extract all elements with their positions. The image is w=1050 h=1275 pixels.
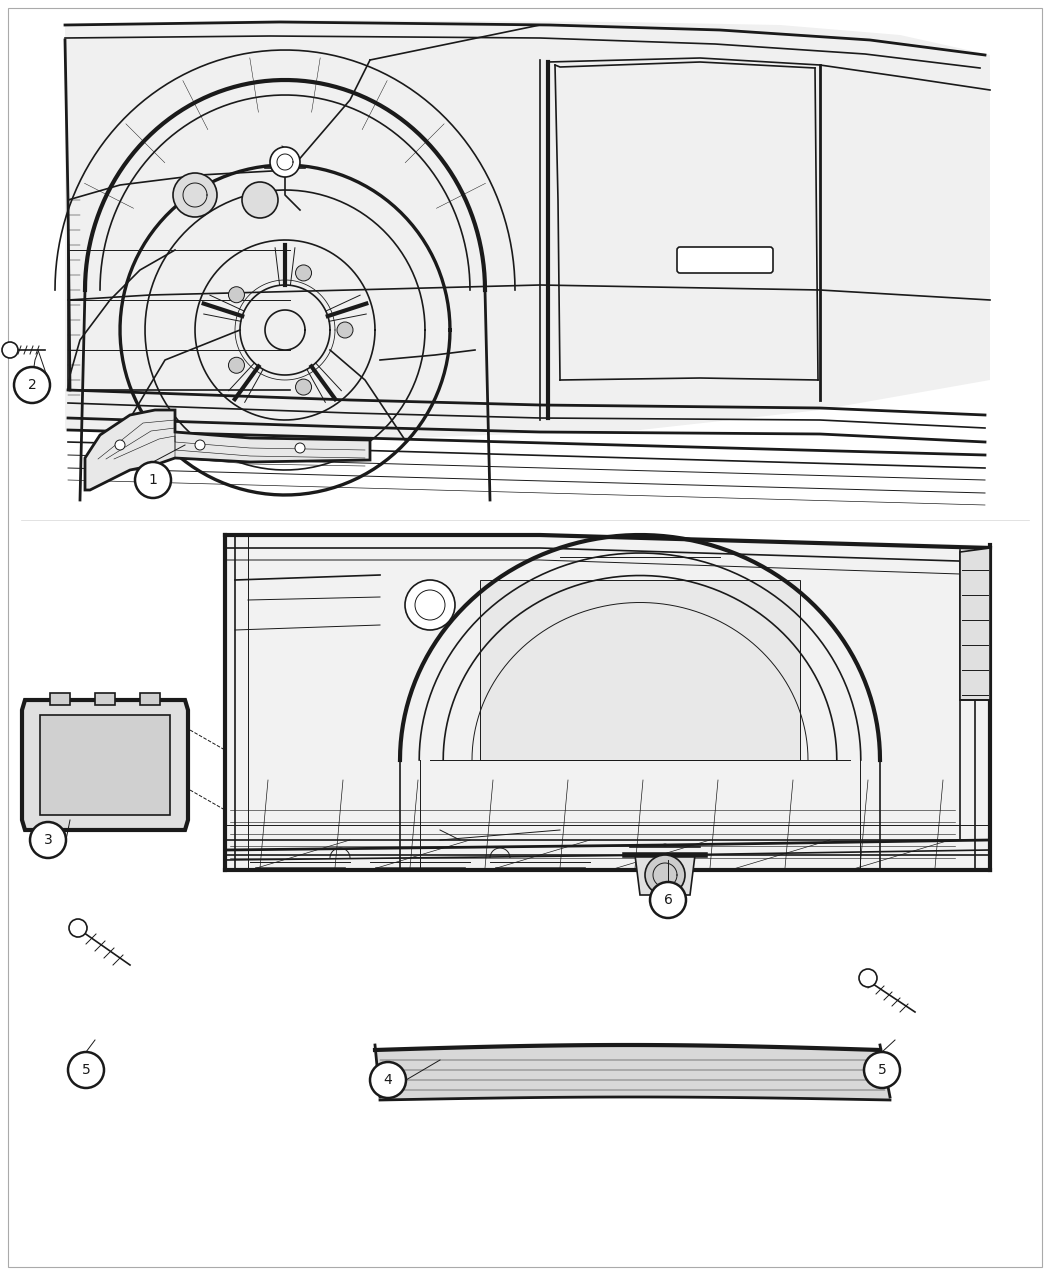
Polygon shape: [375, 1046, 890, 1100]
Circle shape: [270, 147, 300, 177]
FancyBboxPatch shape: [480, 580, 800, 760]
Circle shape: [337, 323, 353, 338]
Circle shape: [229, 357, 245, 374]
Text: 2: 2: [27, 377, 37, 391]
Circle shape: [173, 173, 217, 217]
Polygon shape: [65, 20, 990, 442]
Polygon shape: [22, 700, 188, 830]
Circle shape: [242, 182, 278, 218]
Circle shape: [195, 440, 205, 450]
FancyBboxPatch shape: [140, 694, 160, 705]
Polygon shape: [960, 548, 990, 700]
Circle shape: [295, 442, 304, 453]
Polygon shape: [635, 856, 695, 895]
Polygon shape: [85, 411, 370, 490]
Polygon shape: [40, 715, 170, 815]
Circle shape: [30, 822, 66, 858]
Text: 3: 3: [44, 833, 52, 847]
FancyBboxPatch shape: [677, 247, 773, 273]
Text: 5: 5: [82, 1063, 90, 1077]
Polygon shape: [225, 536, 990, 870]
Text: 1: 1: [148, 473, 158, 487]
Circle shape: [415, 590, 445, 620]
Circle shape: [370, 1062, 406, 1098]
Circle shape: [295, 265, 312, 280]
Text: 6: 6: [664, 892, 672, 907]
Circle shape: [135, 462, 171, 499]
Circle shape: [229, 287, 245, 302]
FancyBboxPatch shape: [50, 694, 70, 705]
Circle shape: [69, 919, 87, 937]
Circle shape: [68, 1052, 104, 1088]
Circle shape: [645, 856, 685, 895]
Circle shape: [2, 342, 18, 358]
Circle shape: [859, 969, 877, 987]
Circle shape: [116, 440, 125, 450]
Circle shape: [405, 580, 455, 630]
Circle shape: [650, 882, 686, 918]
Text: 5: 5: [878, 1063, 886, 1077]
Text: 4: 4: [383, 1074, 393, 1088]
Circle shape: [295, 379, 312, 395]
Circle shape: [864, 1052, 900, 1088]
FancyBboxPatch shape: [94, 694, 116, 705]
Circle shape: [14, 367, 50, 403]
